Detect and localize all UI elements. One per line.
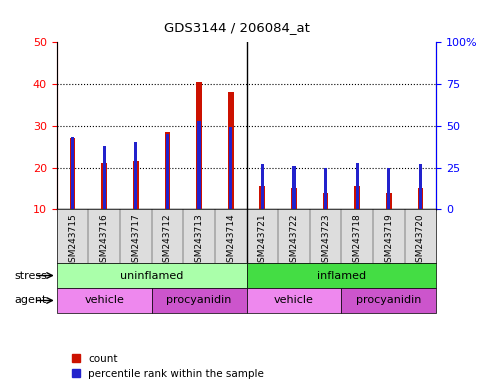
Bar: [228, 92, 234, 209]
Legend: count, percentile rank within the sample: count, percentile rank within the sample: [72, 354, 264, 379]
Text: GSM243718: GSM243718: [352, 214, 362, 268]
Bar: [101, 163, 107, 209]
Text: vehicle: vehicle: [274, 295, 314, 306]
Text: GSM243720: GSM243720: [416, 214, 425, 268]
Text: GSM243713: GSM243713: [195, 214, 204, 268]
Text: GSM243722: GSM243722: [289, 214, 298, 268]
Text: GSM243712: GSM243712: [163, 214, 172, 268]
Bar: [261, 164, 264, 209]
Text: GSM243721: GSM243721: [258, 214, 267, 268]
Bar: [246, 263, 436, 288]
Bar: [229, 127, 232, 209]
Bar: [133, 161, 139, 209]
Bar: [323, 193, 328, 209]
Bar: [419, 164, 422, 209]
Bar: [259, 186, 265, 209]
Text: vehicle: vehicle: [84, 295, 124, 306]
Bar: [354, 186, 360, 209]
Bar: [246, 288, 341, 313]
Bar: [324, 167, 327, 209]
Text: GSM243719: GSM243719: [385, 214, 393, 268]
Bar: [152, 288, 246, 313]
Bar: [291, 189, 297, 209]
Bar: [355, 162, 359, 209]
Bar: [166, 134, 169, 209]
Bar: [386, 193, 392, 209]
Bar: [292, 166, 295, 209]
Text: uninflamed: uninflamed: [120, 270, 183, 281]
Bar: [387, 167, 390, 209]
Text: GSM243715: GSM243715: [68, 214, 77, 268]
Bar: [341, 288, 436, 313]
Text: inflamed: inflamed: [317, 270, 366, 281]
Text: GDS3144 / 206084_at: GDS3144 / 206084_at: [164, 21, 310, 34]
Text: GSM243723: GSM243723: [321, 214, 330, 268]
Text: procyanidin: procyanidin: [166, 295, 232, 306]
Bar: [418, 189, 423, 209]
Bar: [134, 142, 138, 209]
Text: procyanidin: procyanidin: [356, 295, 422, 306]
Bar: [71, 137, 74, 209]
Bar: [57, 263, 246, 288]
Bar: [198, 121, 201, 209]
Bar: [70, 138, 75, 209]
Text: GSM243714: GSM243714: [226, 214, 235, 268]
Bar: [165, 132, 170, 209]
Text: GSM243716: GSM243716: [100, 214, 108, 268]
Text: agent: agent: [14, 295, 47, 306]
Text: stress: stress: [14, 270, 47, 281]
Text: GSM243717: GSM243717: [131, 214, 141, 268]
Bar: [57, 288, 152, 313]
Bar: [196, 82, 202, 209]
Bar: [103, 146, 106, 209]
